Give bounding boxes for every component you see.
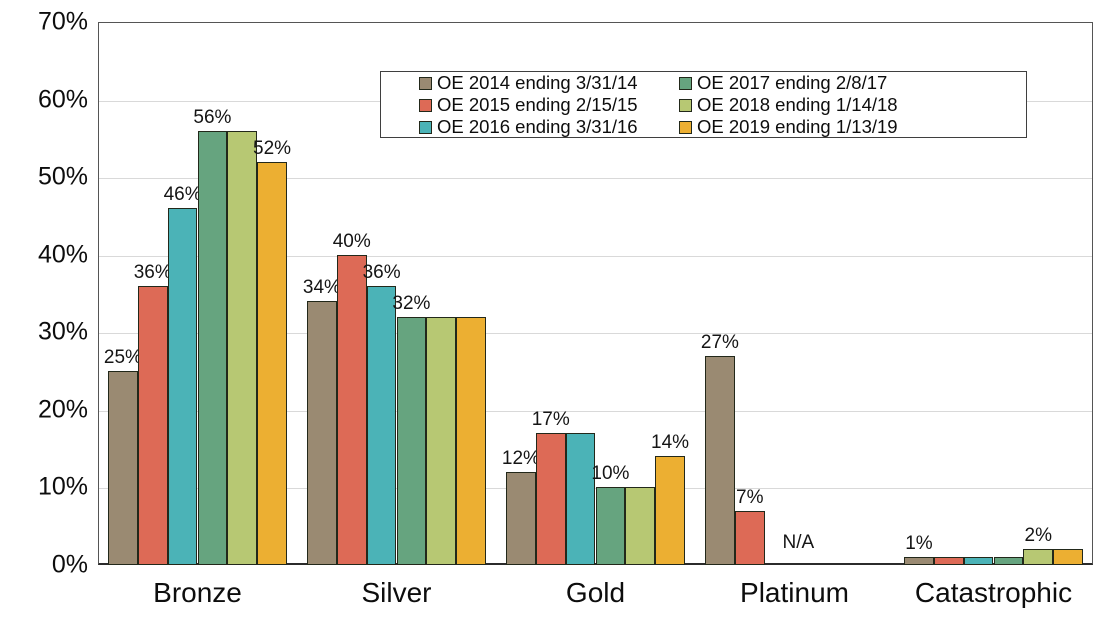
- bar: [933, 557, 964, 565]
- bar-value-label: 1%: [905, 533, 933, 555]
- gridline: [99, 255, 1092, 257]
- bar: [227, 130, 258, 565]
- bar: [963, 557, 994, 565]
- legend-swatch-icon: [419, 98, 432, 112]
- x-axis-category-label: Gold: [565, 577, 626, 608]
- legend-swatch-icon: [679, 76, 692, 90]
- bar: [904, 557, 934, 565]
- bar-value-label: 36%: [133, 261, 172, 283]
- bar: [257, 161, 287, 565]
- legend-item: OE 2017 ending 2/8/17: [679, 72, 1026, 94]
- bar: [655, 456, 685, 565]
- legend-item: OE 2014 ending 3/31/14: [419, 72, 679, 94]
- bar: [595, 487, 626, 565]
- legend: OE 2014 ending 3/31/14 OE 2015 ending 2/1…: [380, 71, 1027, 138]
- bar: [108, 371, 138, 565]
- legend-item-label: OE 2014 ending 3/31/14: [437, 72, 638, 93]
- bar-value-label: 10%: [591, 463, 630, 485]
- y-axis-tick-label: 10%: [37, 472, 88, 501]
- legend-item-label: OE 2015 ending 2/15/15: [437, 94, 638, 115]
- bar: [993, 557, 1024, 565]
- bar-value-label: 36%: [362, 261, 401, 283]
- legend-swatch-icon: [679, 98, 692, 112]
- bar-value-label: 52%: [253, 137, 292, 159]
- bar-value-label: 2%: [1024, 525, 1052, 547]
- bar-value-label: 12%: [501, 447, 540, 469]
- y-axis-tick-label: 40%: [37, 240, 88, 269]
- x-axis-category-label: Bronze: [153, 577, 242, 608]
- y-axis-tick-label: 70%: [37, 7, 88, 36]
- y-axis-tick-label: 0%: [51, 550, 88, 579]
- bar: [506, 471, 536, 565]
- bar: [336, 254, 367, 565]
- gridline: [99, 410, 1092, 412]
- y-axis-tick-label: 50%: [37, 162, 88, 191]
- bar-value-label: 46%: [163, 184, 202, 206]
- bar: [307, 301, 337, 565]
- bar: [734, 510, 765, 565]
- bar: [565, 433, 596, 565]
- legend-item-label: OE 2019 ending 1/13/19: [697, 116, 898, 137]
- bar: [1053, 549, 1083, 565]
- legend-item: OE 2015 ending 2/15/15: [419, 94, 679, 116]
- x-axis-category-label: Platinum: [740, 577, 849, 608]
- legend-item-label: OE 2018 ending 1/14/18: [697, 94, 898, 115]
- x-axis-category-label: Catastrophic: [914, 577, 1073, 608]
- legend-item-label: OE 2017 ending 2/8/17: [697, 72, 888, 93]
- legend-swatch-icon: [679, 120, 692, 134]
- legend-item: OE 2019 ending 1/13/19: [679, 116, 1026, 138]
- y-axis-tick-label: 30%: [37, 317, 88, 346]
- x-axis-category-label: Silver: [361, 577, 432, 608]
- bar-value-label: 7%: [736, 486, 764, 508]
- bar: [426, 316, 457, 565]
- legend-item: OE 2016 ending 3/31/16: [419, 116, 679, 138]
- bar-value-label: 40%: [332, 230, 371, 252]
- bar-value-label: 56%: [193, 106, 232, 128]
- na-annotation: N/A: [782, 532, 815, 553]
- gridline: [99, 178, 1092, 180]
- bar-value-label: 34%: [302, 277, 341, 299]
- bar: [705, 355, 735, 565]
- bar-value-label: 32%: [392, 292, 431, 314]
- bar: [167, 208, 198, 565]
- legend-swatch-icon: [419, 76, 432, 90]
- y-axis-tick-label: 60%: [37, 85, 88, 114]
- bar-value-label: 17%: [531, 409, 570, 431]
- bar: [137, 285, 168, 565]
- bar: [456, 316, 486, 565]
- bar: [535, 433, 566, 565]
- bar-value-label: 25%: [103, 347, 142, 369]
- gridline: [99, 333, 1092, 335]
- bar-value-label: 27%: [700, 331, 739, 353]
- bar: [1023, 549, 1054, 565]
- legend-item: OE 2018 ending 1/14/18: [679, 94, 1026, 116]
- bar-value-label: 14%: [651, 432, 690, 454]
- legend-item-label: OE 2016 ending 3/31/16: [437, 116, 638, 137]
- bar: [366, 285, 397, 565]
- legend-swatch-icon: [419, 120, 432, 134]
- y-axis-tick-label: 20%: [37, 395, 88, 424]
- bar: [396, 316, 427, 565]
- bar: [197, 130, 228, 565]
- bar: [625, 487, 656, 565]
